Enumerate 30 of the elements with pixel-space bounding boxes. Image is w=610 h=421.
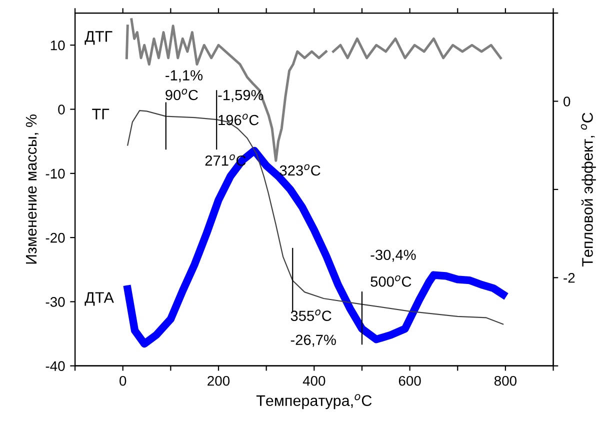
y-tick-label: -30	[46, 297, 65, 307]
x-tick-label: 400	[302, 376, 326, 386]
x-axis-title: Температура,$^{o}$C	[256, 394, 372, 410]
series-label: ТГ	[92, 108, 110, 120]
y2-tick-label: 0	[564, 96, 570, 106]
annotation: 323$^{o}$C	[280, 164, 320, 176]
x-tick-label: 600	[398, 376, 421, 386]
x-tick-label: 800	[494, 376, 516, 386]
annotation: 500$^{o}$C	[370, 275, 412, 287]
y2-axis-title: Тепловой эффект, $^{o}$C	[580, 112, 596, 266]
annotation: 90$^{o}$C	[166, 88, 198, 100]
y-tick-label: 10	[50, 40, 65, 50]
y2-tick-label: -2	[564, 272, 575, 283]
annotation: 355$^{o}$C	[290, 310, 332, 321]
annotation: 271$^{o}$C	[205, 154, 246, 166]
y-tick-label: -10	[46, 168, 65, 179]
line-series	[127, 110, 504, 325]
annotation: -26,7%	[290, 334, 336, 347]
annotation: 196$^{o}$C	[218, 114, 259, 126]
annotation: -1,1%	[166, 70, 203, 82]
series-label: ДТГ	[84, 31, 112, 45]
annotation: -1,59%	[218, 90, 264, 102]
annotation: -30,4%	[370, 250, 416, 262]
x-tick-label: 0	[120, 376, 126, 386]
y-tick-label: -40	[46, 361, 65, 372]
x-tick-label: 200	[208, 376, 230, 386]
series-label: ДТА	[84, 292, 114, 306]
y-tick-label: 0	[58, 104, 65, 114]
y-tick-label: -20	[46, 232, 65, 243]
y-axis-title: Изменение массы, %	[26, 114, 38, 264]
